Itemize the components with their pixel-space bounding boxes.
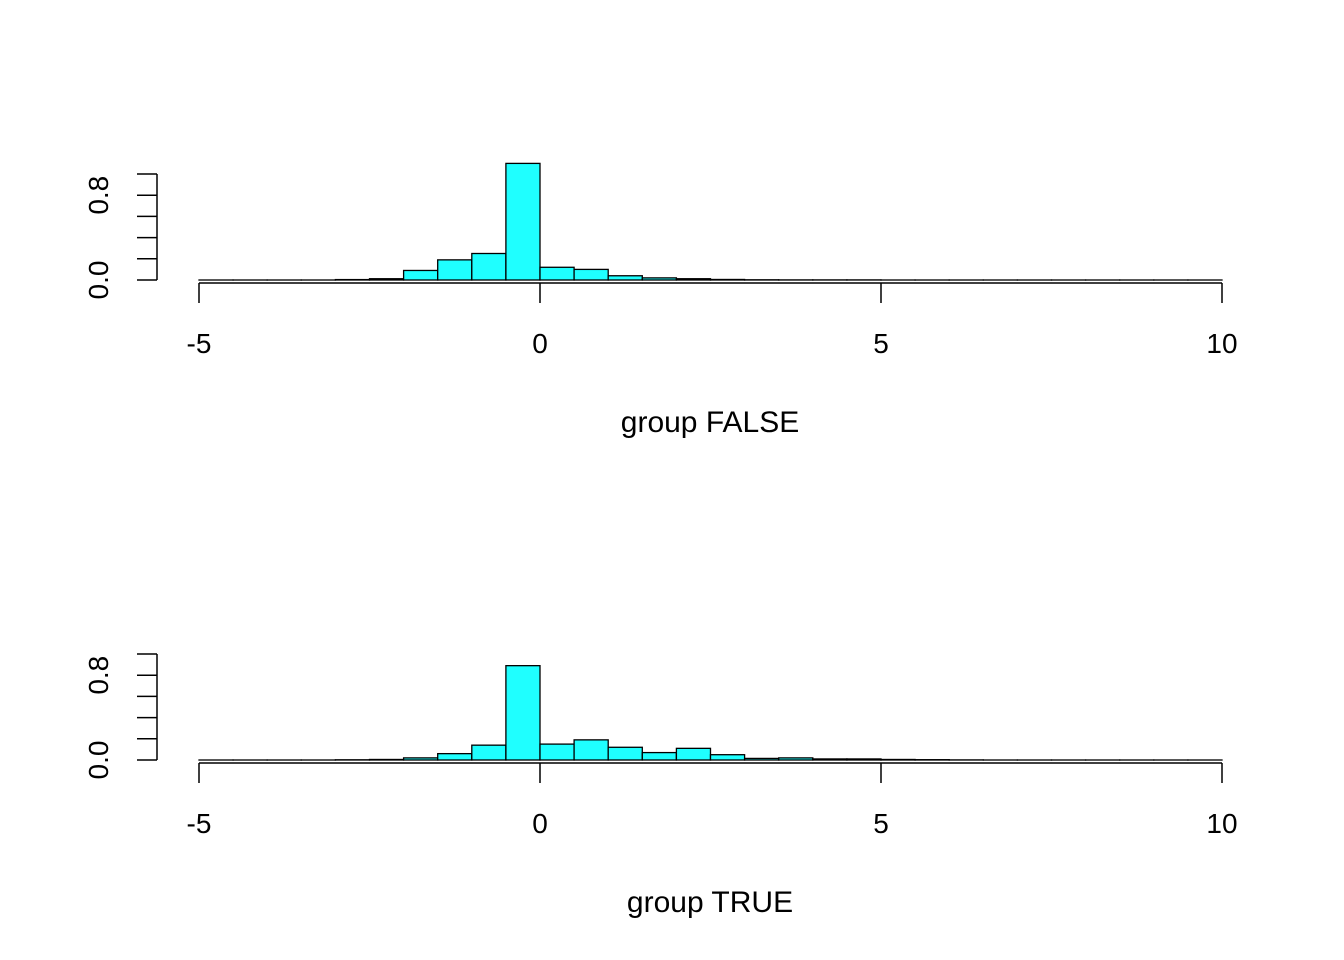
histogram-bar [471, 252, 507, 281]
histogram-bar [573, 268, 609, 281]
histogram-bar [368, 278, 405, 281]
histogram-bar [539, 743, 575, 761]
histogram-bar [812, 758, 848, 761]
histogram-panel-group-true: -5 0 5 10 0.0 0.8 group TRUE [83, 653, 1238, 919]
histogram-bar [505, 665, 541, 761]
histogram-bar [709, 278, 746, 281]
x-tick-label: 5 [873, 328, 889, 359]
histogram-bar [471, 744, 507, 761]
histogram-bar [641, 277, 678, 281]
histogram-bar [675, 278, 712, 281]
histogram-bar [846, 758, 882, 761]
x-tick-label: 0 [532, 808, 548, 839]
histogram-bar [505, 162, 541, 281]
y-tick-label: 0.0 [83, 741, 114, 780]
y-tick-label: 0.0 [83, 261, 114, 300]
x-tick-label: -5 [187, 328, 212, 359]
x-axis-title: group FALSE [621, 406, 799, 439]
x-tick-label: -5 [187, 808, 212, 839]
histogram-bar [743, 757, 780, 761]
histogram-bar [437, 259, 473, 281]
histogram-panel-group-false: -5 0 5 10 0.0 0.8 group FALSE [83, 162, 1238, 439]
histogram-bar [675, 747, 712, 761]
x-tick-label: 5 [873, 808, 889, 839]
histogram-bar [880, 758, 916, 761]
histogram-bar [402, 757, 439, 761]
x-tick-label: 10 [1206, 328, 1237, 359]
y-tick-label: 0.8 [83, 656, 114, 695]
histogram-bar [402, 269, 439, 281]
x-tick-label: 0 [532, 328, 548, 359]
y-tick-label: 0.8 [83, 176, 114, 215]
histogram-bar [641, 751, 678, 761]
histogram-bar [437, 752, 473, 761]
histogram-bar [709, 754, 746, 761]
histogram-bar [539, 266, 575, 281]
histogram-bar [368, 758, 405, 761]
histogram-bar [778, 757, 814, 761]
histogram-bar [573, 739, 609, 761]
x-axis-title: group TRUE [627, 886, 793, 919]
x-tick-label: 10 [1206, 808, 1237, 839]
histogram-bar [607, 275, 643, 281]
histogram-bar [607, 746, 643, 761]
